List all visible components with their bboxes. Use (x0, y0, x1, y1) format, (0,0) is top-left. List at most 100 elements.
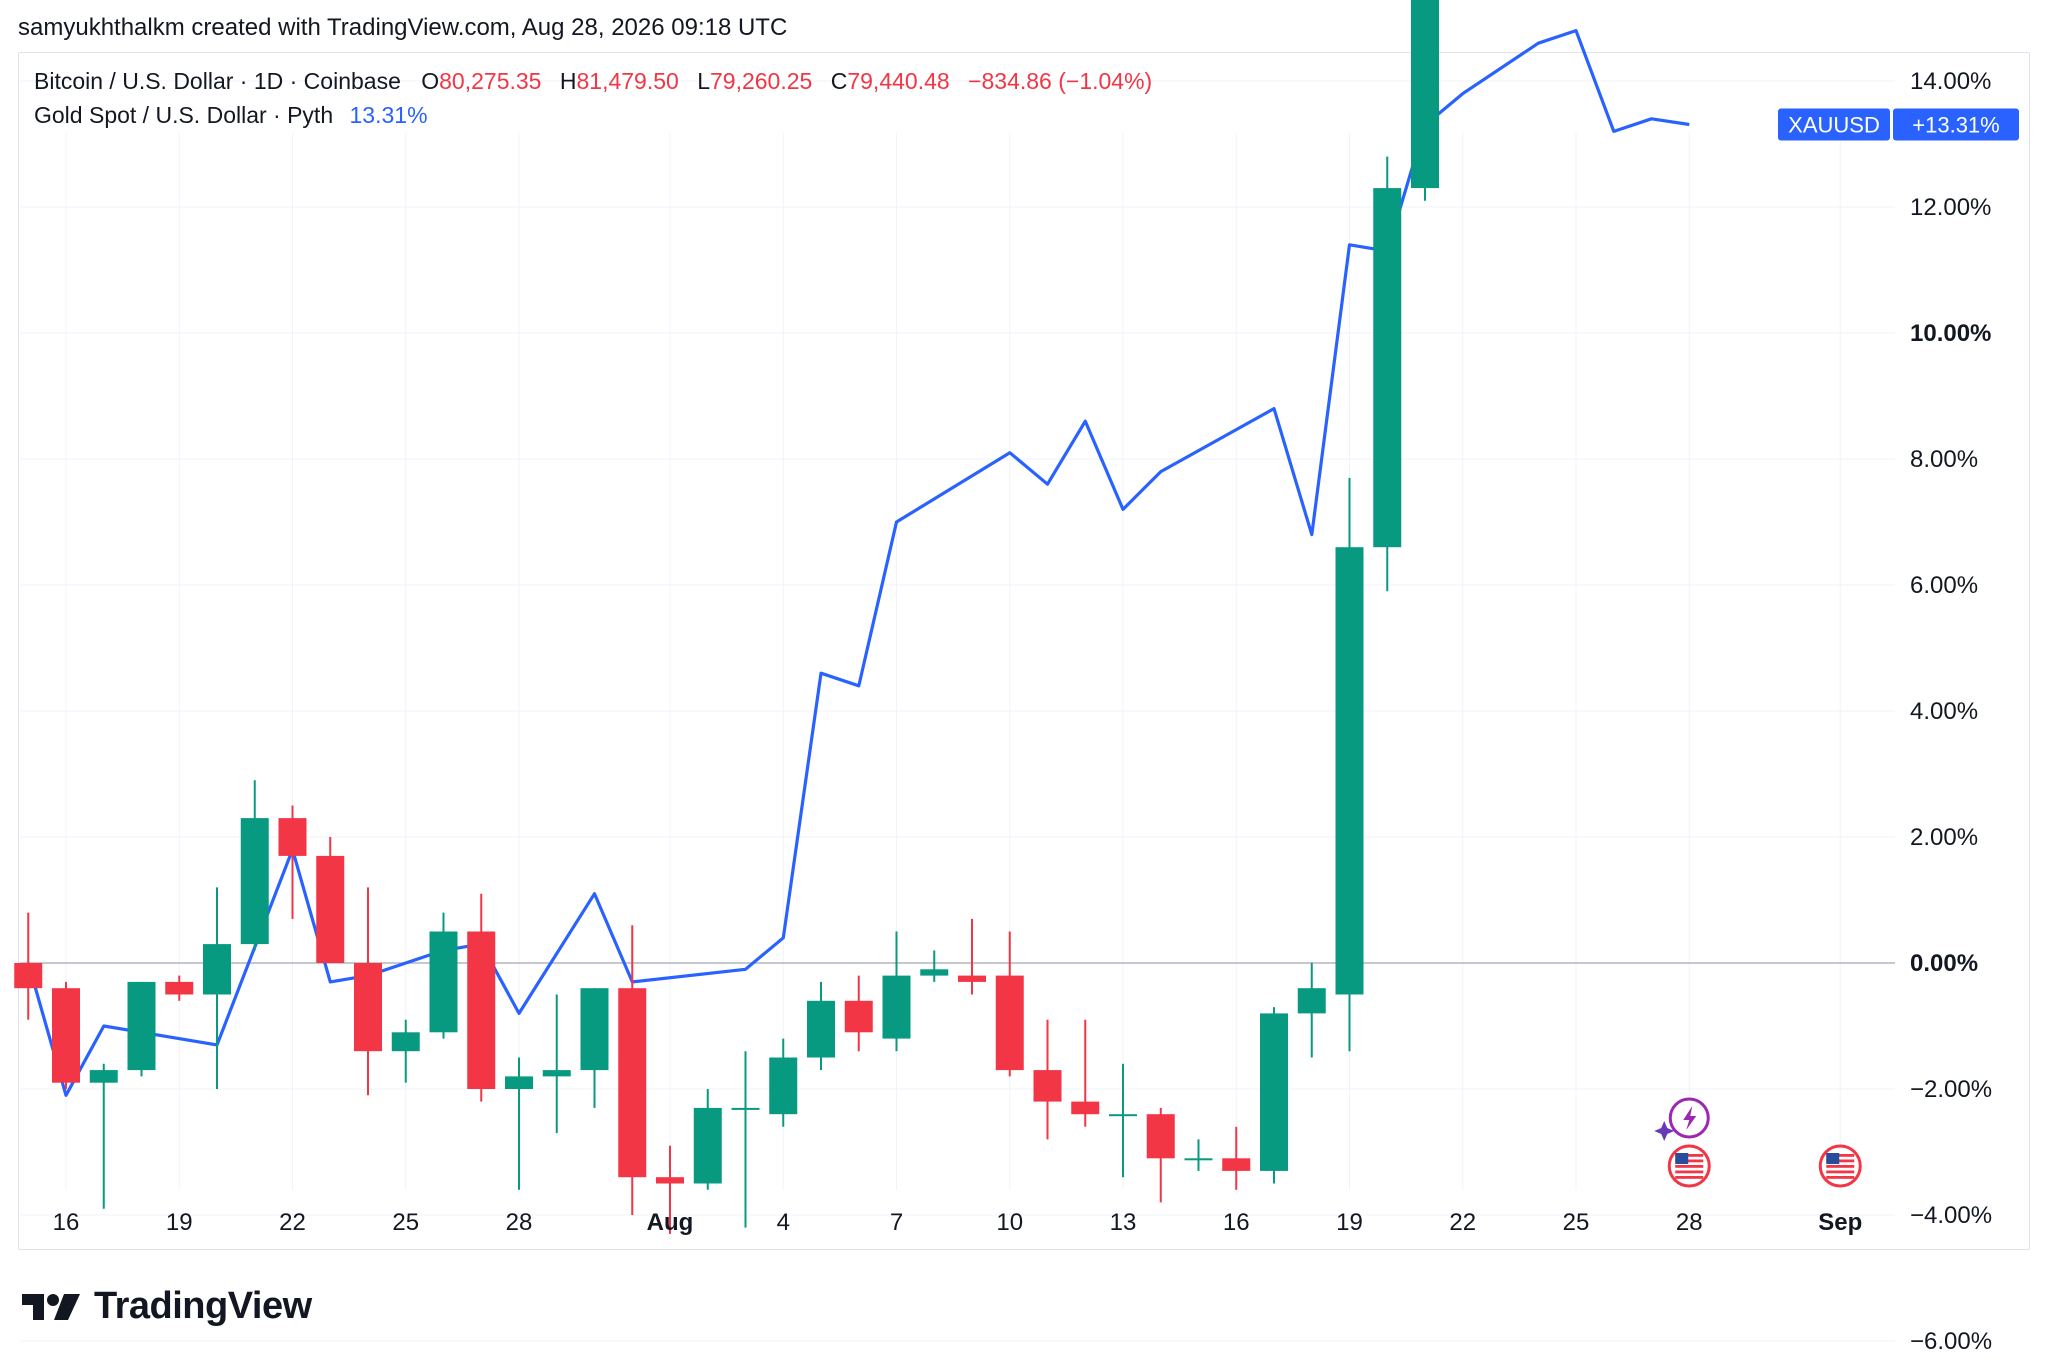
candle-up (693, 1089, 722, 1190)
candle-down (1146, 1107, 1175, 1203)
candle-body (316, 855, 345, 963)
x-tick-label: 19 (166, 1209, 193, 1236)
candle-up (1373, 156, 1402, 592)
candle-down (618, 925, 647, 1215)
y-axis: 28.00%26.00%24.00%20.00%18.00%16.00%14.0… (1910, 68, 1992, 1355)
y-tick-label: −4.00% (1910, 1202, 1992, 1229)
candle-body (1109, 1114, 1137, 1117)
candle-body (958, 975, 986, 982)
candle-body (278, 818, 307, 856)
y-tick-label: 2.00% (1910, 824, 1978, 851)
candle-up (240, 780, 269, 951)
candle-down (1033, 1019, 1062, 1140)
candle-down (354, 887, 382, 1096)
y-tick-label: 8.00% (1910, 446, 1978, 473)
xauusd-tag-value: +13.31% (1912, 112, 1999, 137)
flash-event-icon[interactable] (1654, 1097, 1710, 1141)
flag-stripe (1826, 1165, 1855, 1168)
candle-body (995, 975, 1024, 1071)
candle-body (1222, 1158, 1251, 1171)
candle-body (618, 988, 647, 1178)
candle-up (580, 988, 609, 1108)
us-flag-icon[interactable] (1818, 1144, 1862, 1188)
x-tick-label: 19 (1336, 1209, 1363, 1236)
candle-up (920, 950, 949, 982)
candle-body (1335, 547, 1364, 995)
candle-down (995, 931, 1024, 1077)
legend-gold[interactable]: Gold Spot / U.S. Dollar · Pyth 13.31% (34, 102, 428, 129)
y-tick-label: 12.00% (1910, 194, 1991, 221)
x-tick-label: Sep (1818, 1209, 1862, 1236)
candle-down (844, 975, 873, 1052)
candle-down (656, 1145, 684, 1234)
tradingview-logo-icon (22, 1293, 80, 1320)
candle-up (1109, 1063, 1137, 1178)
candle-up (882, 931, 911, 1052)
flag-stripe (1826, 1170, 1855, 1174)
sparkle (1654, 1121, 1675, 1141)
candle-up (505, 1057, 533, 1190)
grid (20, 80, 1895, 1342)
candle-up (1411, 0, 1439, 201)
candle-body (89, 1070, 118, 1083)
flag-stripe (1826, 1154, 1855, 1157)
x-tick-label: 22 (1449, 1209, 1476, 1236)
xauusd-tag-name-box (1778, 108, 1890, 141)
y-tick-label: −2.00% (1910, 1076, 1992, 1103)
x-tick-label: 4 (777, 1209, 790, 1236)
tradingview-brand[interactable]: TradingView (22, 1285, 312, 1328)
candle-body (1297, 988, 1326, 1014)
candle-down (958, 918, 986, 995)
candle-body (807, 1000, 835, 1058)
flag-canton (1826, 1153, 1840, 1164)
candle-body (844, 1000, 873, 1033)
x-tick-label: 7 (890, 1209, 903, 1236)
legend-btc[interactable]: Bitcoin / U.S. Dollar · 1D · Coinbase O8… (34, 68, 1152, 95)
candle-down (1071, 1019, 1100, 1127)
legend-gold-title: Gold Spot / U.S. Dollar · Pyth (34, 102, 334, 128)
price-tags: BTCUSD+22.24%14:41:25XAUUSD+13.31% (1778, 108, 2019, 141)
legend-gold-value: 13.31% (349, 102, 428, 128)
chart-frame (18, 52, 2030, 1250)
candle-body (240, 818, 269, 945)
x-tick-label: 22 (279, 1209, 306, 1236)
us-flag-icon[interactable] (1667, 1144, 1711, 1188)
xauusd-tag-value-box (1893, 108, 2019, 141)
legend-high-value: 81,479.50 (576, 68, 679, 94)
candle-down (14, 912, 43, 1020)
btcusd-candles (14, 0, 1439, 1234)
candle-up (89, 1063, 118, 1209)
candle-body (203, 944, 231, 995)
legend-open-value: 80,275.35 (439, 68, 542, 94)
candle-body (1411, 0, 1439, 189)
xauusd-tag: XAUUSD +13.31% (1778, 108, 2019, 141)
candle-up (1297, 963, 1326, 1058)
candle-body (1071, 1101, 1100, 1115)
candle-body (1184, 1158, 1213, 1161)
candle-body (14, 963, 43, 989)
candle-up (731, 1051, 760, 1228)
flag-stripe (1826, 1159, 1855, 1163)
x-tick-label: 16 (1223, 1209, 1250, 1236)
candle-body (391, 1032, 420, 1052)
candle-body (1146, 1114, 1175, 1159)
flag-stripe (1675, 1154, 1704, 1157)
y-tick-label: 4.00% (1910, 698, 1978, 725)
candle-body (1373, 188, 1402, 548)
x-tick-label: 28 (1676, 1209, 1703, 1236)
candle-body (882, 975, 911, 1039)
y-tick-label: 0.00% (1910, 950, 1978, 977)
candle-up (127, 981, 156, 1077)
candle-body (920, 969, 949, 976)
x-tick-label: 25 (1563, 1209, 1590, 1236)
candle-down (278, 805, 307, 919)
x-tick-label: 25 (392, 1209, 419, 1236)
candle-up (769, 1038, 798, 1127)
flag-stripe (1826, 1176, 1855, 1179)
candle-body (693, 1107, 722, 1184)
candle-up (203, 887, 231, 1089)
candle-body (580, 988, 609, 1071)
xauusd-tag-name: XAUUSD (1788, 112, 1880, 137)
legend-open-label: O (421, 68, 440, 94)
